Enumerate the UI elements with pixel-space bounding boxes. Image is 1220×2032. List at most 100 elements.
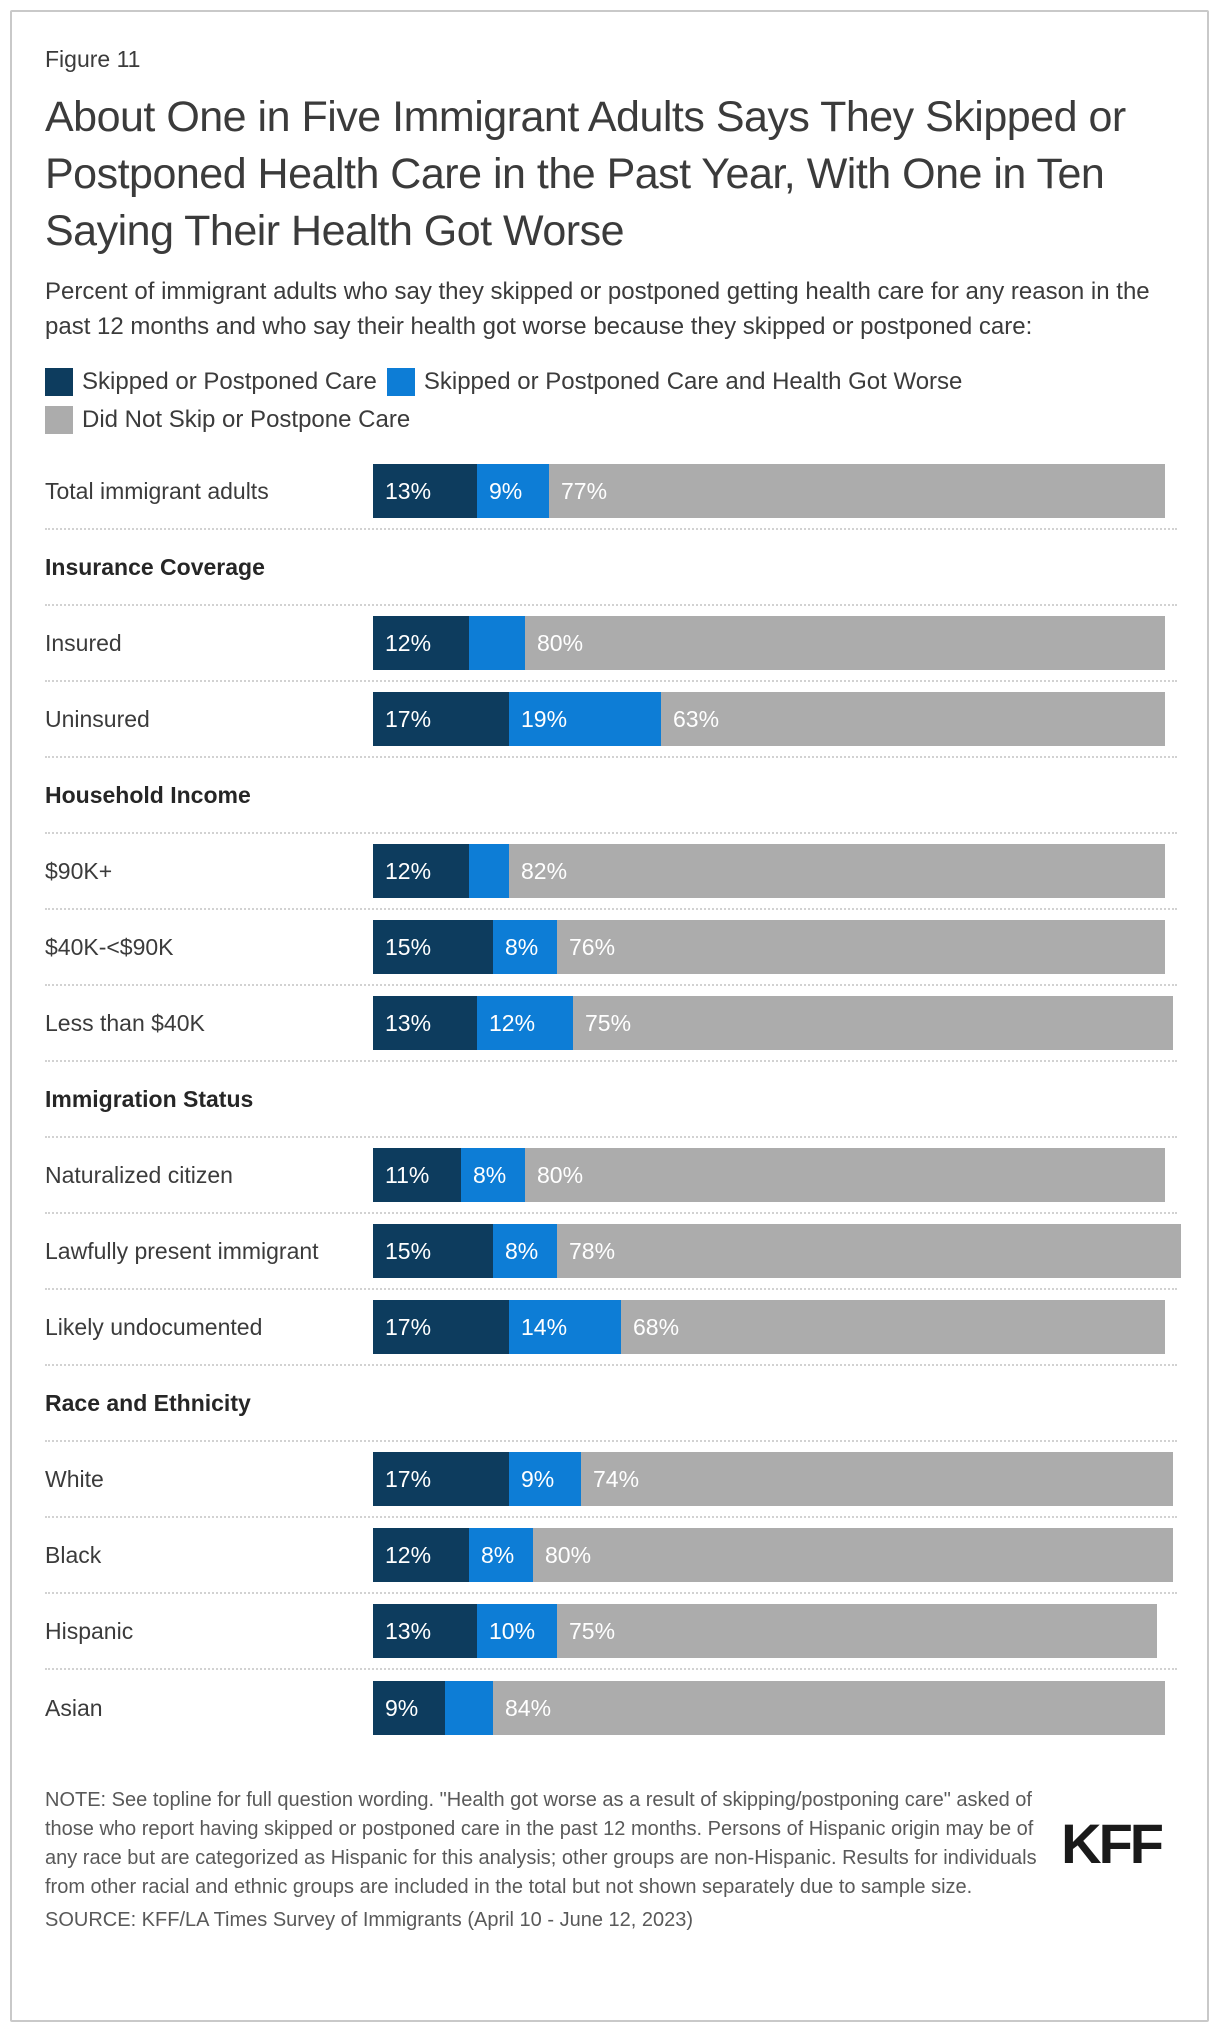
bar-segment-did-not-skip: 63% <box>661 692 1165 746</box>
legend-swatch <box>45 406 73 434</box>
bar-value-label: 15% <box>385 1237 432 1264</box>
figure-card: Figure 11 About One in Five Immigrant Ad… <box>10 10 1209 2022</box>
bar-segment-skipped-health-worse: 8% <box>461 1148 525 1202</box>
bar-value-label: 75% <box>585 1009 632 1036</box>
stacked-bar: 15% 8% 78% <box>373 1224 1181 1278</box>
bar-value-label: 13% <box>385 1009 432 1036</box>
chart-subtitle: Percent of immigrant adults who say they… <box>45 278 1150 340</box>
bar-segment-did-not-skip: 76% <box>557 920 1165 974</box>
bar-value-label: 80% <box>537 1161 584 1188</box>
bar-segment-skipped-health-worse: 8% <box>469 1528 533 1582</box>
chart-row: Lawfully present immigrant 15% 8% 78% <box>45 1214 1181 1290</box>
bar-value-label: 9% <box>385 1694 419 1721</box>
legend-item-0: Skipped or Postponed Care <box>45 368 377 396</box>
stacked-bar: 15% 8% 76% <box>373 920 1165 974</box>
bar-value-label: 9% <box>521 1465 555 1492</box>
chart-row: Asian 9% 84% <box>45 1670 1177 1746</box>
bar-segment-skipped-health-worse: 10% <box>477 1604 557 1658</box>
bar-value-label: 17% <box>385 705 432 732</box>
section-header: Race and Ethnicity <box>45 1366 1177 1442</box>
bar-segment-did-not-skip: 82% <box>509 844 1165 898</box>
bar-value-label: 12% <box>385 629 432 656</box>
stacked-bar: 12% 80% <box>373 616 1165 670</box>
footer: NOTE: See topline for full question word… <box>45 1786 1177 1935</box>
bar-value-label: 13% <box>385 1617 432 1644</box>
bar-segment-did-not-skip: 78% <box>557 1224 1181 1278</box>
bar-value-label: 13% <box>385 477 432 504</box>
bar-segment-did-not-skip: 77% <box>549 464 1165 518</box>
row-label: Less than $40K <box>45 1009 205 1036</box>
bar-segment-skipped: 12% <box>373 616 469 670</box>
stacked-bar: 17% 14% 68% <box>373 1300 1165 1354</box>
legend-swatch <box>386 368 415 396</box>
bar-segment-did-not-skip: 84% <box>493 1681 1165 1735</box>
chart-row: $90K+ 12% 82% <box>45 834 1177 910</box>
bar-value-label: 11% <box>385 1161 430 1188</box>
bar-segment-skipped-health-worse <box>469 844 509 898</box>
bar-value-label: 80% <box>537 629 584 656</box>
kff-logo: KFF <box>1061 1812 1164 1875</box>
chart-row: Less than $40K 13% 12% 75% <box>45 986 1177 1062</box>
bar-value-label: 17% <box>385 1313 432 1340</box>
section-header-label: Immigration Status <box>45 1085 254 1112</box>
bar-value-label: 63% <box>673 705 720 732</box>
row-label: Black <box>45 1541 102 1568</box>
chart-row: $40K-<$90K 15% 8% 76% <box>45 910 1177 986</box>
note-row: NOTE: See topline for full question word… <box>45 1786 1177 1902</box>
row-label: Hispanic <box>45 1617 134 1644</box>
row-label: Lawfully present immigrant <box>45 1237 319 1264</box>
bar-value-label: 19% <box>521 705 568 732</box>
bar-value-label: 77% <box>561 477 608 504</box>
bar-value-label: 78% <box>569 1237 616 1264</box>
row-label: $90K+ <box>45 857 113 884</box>
bar-segment-skipped-health-worse <box>469 616 525 670</box>
row-label: Uninsured <box>45 705 150 732</box>
legend-label: Skipped or Postponed Care <box>82 368 377 395</box>
bar-segment-did-not-skip: 68% <box>621 1300 1165 1354</box>
stacked-bar: 17% 9% 74% <box>373 1452 1173 1506</box>
section-header: Insurance Coverage <box>45 530 1177 606</box>
chart-row: Likely undocumented 17% 14% 68% <box>45 1290 1177 1366</box>
bar-segment-skipped: 17% <box>373 1300 509 1354</box>
row-label: White <box>45 1465 104 1492</box>
bar-segment-did-not-skip: 80% <box>525 616 1165 670</box>
chart-row: Hispanic 13% 10% 75% <box>45 1594 1177 1670</box>
bar-value-label: 10% <box>489 1617 536 1644</box>
legend-item-2: Did Not Skip or Postpone Care <box>45 406 410 434</box>
section-header: Immigration Status <box>45 1062 1177 1138</box>
legend-swatch <box>45 368 73 396</box>
row-label: Likely undocumented <box>45 1313 263 1340</box>
bar-value-label: 68% <box>633 1313 680 1340</box>
stacked-bar: 9% 84% <box>373 1681 1165 1735</box>
section-header-label: Household Income <box>45 781 251 808</box>
bar-value-label: 12% <box>489 1009 536 1036</box>
row-label: Asian <box>45 1694 103 1721</box>
bar-segment-did-not-skip: 80% <box>533 1528 1173 1582</box>
row-label: Naturalized citizen <box>45 1161 233 1188</box>
bar-segment-did-not-skip: 75% <box>557 1604 1157 1658</box>
bar-segment-skipped: 17% <box>373 1452 509 1506</box>
bar-segment-skipped-health-worse: 9% <box>509 1452 581 1506</box>
bar-value-label: 8% <box>481 1541 515 1568</box>
stacked-bar: 13% 10% 75% <box>373 1604 1157 1658</box>
stacked-bar: 13% 9% 77% <box>373 464 1165 518</box>
bar-value-label: 8% <box>505 933 539 960</box>
bar-segment-skipped: 15% <box>373 1224 493 1278</box>
stacked-bar: 11% 8% 80% <box>373 1148 1165 1202</box>
figure-label: Figure 11 <box>45 46 141 72</box>
bar-segment-skipped: 13% <box>373 464 477 518</box>
bar-value-label: 84% <box>505 1694 552 1721</box>
bar-segment-skipped: 17% <box>373 692 509 746</box>
bar-value-label: 75% <box>569 1617 616 1644</box>
chart-rows: Total immigrant adults 13% 9% 77% Insurance … <box>45 454 1181 1746</box>
bar-segment-did-not-skip: 75% <box>573 996 1173 1050</box>
bar-segment-skipped-health-worse: 12% <box>477 996 573 1050</box>
stacked-bar: 17% 19% 63% <box>373 692 1165 746</box>
bar-value-label: 14% <box>521 1313 568 1340</box>
bar-value-label: 8% <box>505 1237 539 1264</box>
legend-label: Skipped or Postponed Care and Health Got… <box>423 368 963 395</box>
bar-value-label: 82% <box>521 857 568 884</box>
bar-segment-skipped: 11% <box>373 1148 461 1202</box>
bar-value-label: 9% <box>489 477 523 504</box>
